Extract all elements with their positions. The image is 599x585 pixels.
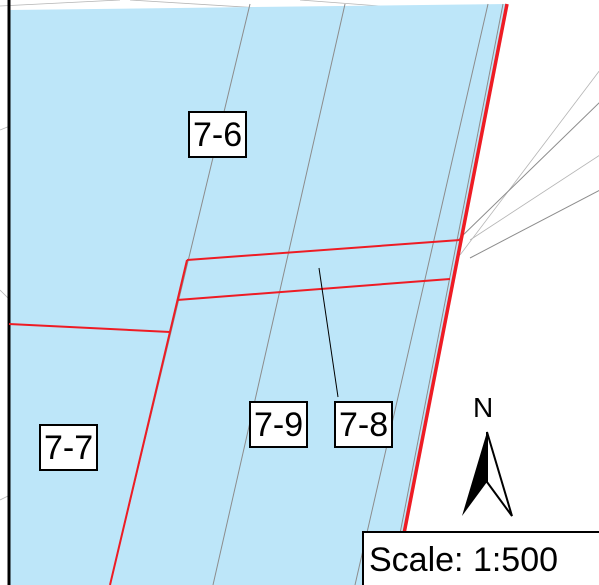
north-label: N [473,392,494,423]
parcel-label-7-6[interactable]: 7-6 [188,111,248,158]
label-leader-line [318,267,339,398]
parcel-grid-lines [109,3,599,585]
boundary-lines [8,3,509,585]
background-lines [0,0,599,501]
north-arrow-icon [462,431,513,517]
parcel-label-7-8[interactable]: 7-8 [334,401,394,448]
parcel-label-7-7[interactable]: 7-7 [39,424,99,471]
scale-bar: Scale: 1:500 [362,531,599,585]
parcel-label-7-9[interactable]: 7-9 [249,401,309,448]
